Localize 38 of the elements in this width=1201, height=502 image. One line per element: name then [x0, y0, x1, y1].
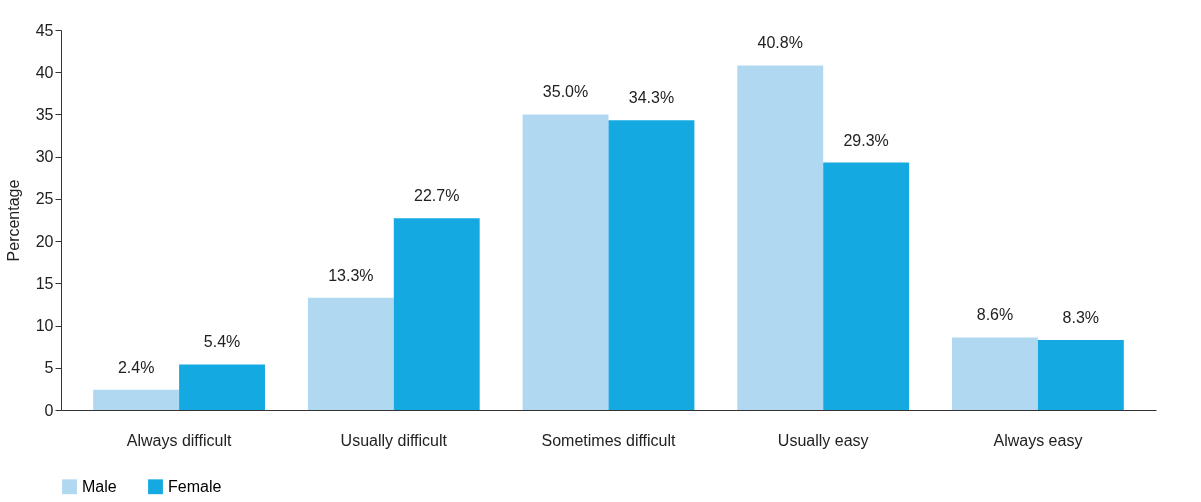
data-label: 13.3%	[328, 266, 374, 284]
y-tick-label: 5	[44, 359, 54, 377]
y-tick-label: 30	[35, 148, 54, 166]
bar	[93, 389, 180, 410]
y-tick-label: 15	[35, 274, 54, 292]
x-tick-label: Always difficult	[126, 431, 232, 449]
y-tick-label: 20	[35, 232, 54, 250]
data-label: 35.0%	[542, 83, 589, 101]
data-label: 22.7%	[414, 187, 460, 205]
bar	[179, 364, 265, 410]
y-tick-label: 35	[35, 105, 54, 123]
bar	[1037, 339, 1124, 410]
y-tick-label: 45	[35, 21, 54, 39]
bar	[952, 337, 1038, 410]
data-label: 40.8%	[757, 34, 803, 52]
y-tick-label: 10	[35, 317, 54, 335]
y-tick-label: 0	[44, 401, 54, 419]
x-tick-label: Usually easy	[777, 431, 869, 449]
bar	[608, 120, 695, 410]
data-label: 8.3%	[1062, 308, 1100, 326]
data-label: 29.3%	[843, 131, 889, 149]
legend-label: Female	[168, 477, 222, 495]
y-tick-label: 40	[35, 63, 54, 81]
bar	[307, 297, 394, 410]
legend-label: Male	[82, 477, 117, 495]
y-axis-title: Percentage	[4, 179, 22, 262]
x-tick-label: Usually difficult	[340, 431, 448, 449]
data-label: 8.6%	[976, 306, 1014, 324]
data-label: 34.3%	[628, 89, 675, 107]
data-label: 5.4%	[203, 333, 241, 351]
bar	[522, 114, 609, 410]
bar	[823, 162, 910, 410]
x-tick-label: Sometimes difficult	[541, 431, 677, 449]
bar	[737, 65, 824, 410]
x-tick-label: Always easy	[993, 431, 1083, 449]
bar	[393, 218, 480, 410]
y-tick-label: 25	[35, 190, 54, 208]
data-label: 2.4%	[117, 358, 155, 376]
